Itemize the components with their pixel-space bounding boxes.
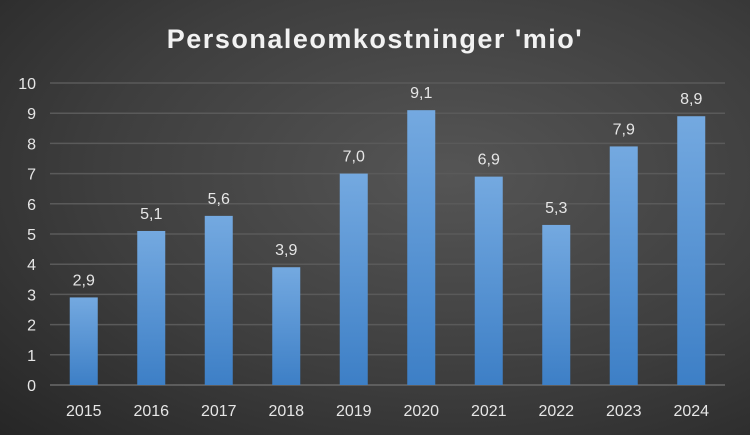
bar-2016 bbox=[137, 230, 166, 385]
bar-2017 bbox=[204, 215, 233, 385]
x-tick-label: 2018 bbox=[268, 403, 304, 420]
y-tick-label: 8 bbox=[27, 136, 36, 153]
y-tick-label: 4 bbox=[27, 257, 36, 274]
y-tick-label: 9 bbox=[27, 106, 36, 123]
data-label: 8,9 bbox=[680, 91, 702, 108]
data-label: 7,9 bbox=[613, 121, 635, 138]
x-tick-label: 2019 bbox=[336, 403, 372, 420]
bar-2015 bbox=[69, 297, 98, 385]
bar-2019 bbox=[339, 173, 368, 385]
y-tick-label: 10 bbox=[18, 76, 36, 93]
bar-2023 bbox=[609, 146, 638, 385]
data-label: 5,3 bbox=[545, 200, 567, 217]
x-tick-label: 2022 bbox=[538, 403, 574, 420]
bar-2018 bbox=[272, 267, 301, 385]
x-tick-label: 2015 bbox=[66, 403, 102, 420]
y-tick-label: 3 bbox=[27, 287, 36, 304]
bar-2022 bbox=[542, 224, 571, 385]
x-tick-label: 2020 bbox=[403, 403, 439, 420]
x-tick-label: 2017 bbox=[201, 403, 237, 420]
x-tick-label: 2016 bbox=[133, 403, 169, 420]
data-label: 7,0 bbox=[343, 149, 365, 166]
data-label: 3,9 bbox=[275, 242, 297, 259]
data-label: 5,6 bbox=[208, 191, 230, 208]
data-label: 6,9 bbox=[478, 152, 500, 169]
data-label: 5,1 bbox=[140, 206, 162, 223]
chart-title: Personaleomkostninger 'mio' bbox=[167, 24, 583, 54]
y-tick-label: 6 bbox=[27, 197, 36, 214]
y-tick-label: 1 bbox=[27, 348, 36, 365]
data-label: 9,1 bbox=[410, 85, 432, 102]
data-label: 2,9 bbox=[73, 272, 95, 289]
y-tick-label: 0 bbox=[27, 378, 36, 395]
bar-2021 bbox=[474, 176, 503, 385]
bar-2024 bbox=[677, 116, 706, 385]
bar-2020 bbox=[407, 110, 436, 386]
y-tick-label: 2 bbox=[27, 318, 36, 335]
x-tick-label: 2021 bbox=[471, 403, 507, 420]
y-tick-label: 5 bbox=[27, 227, 36, 244]
x-tick-label: 2024 bbox=[673, 403, 709, 420]
x-tick-label: 2023 bbox=[606, 403, 642, 420]
y-tick-label: 7 bbox=[27, 167, 36, 184]
